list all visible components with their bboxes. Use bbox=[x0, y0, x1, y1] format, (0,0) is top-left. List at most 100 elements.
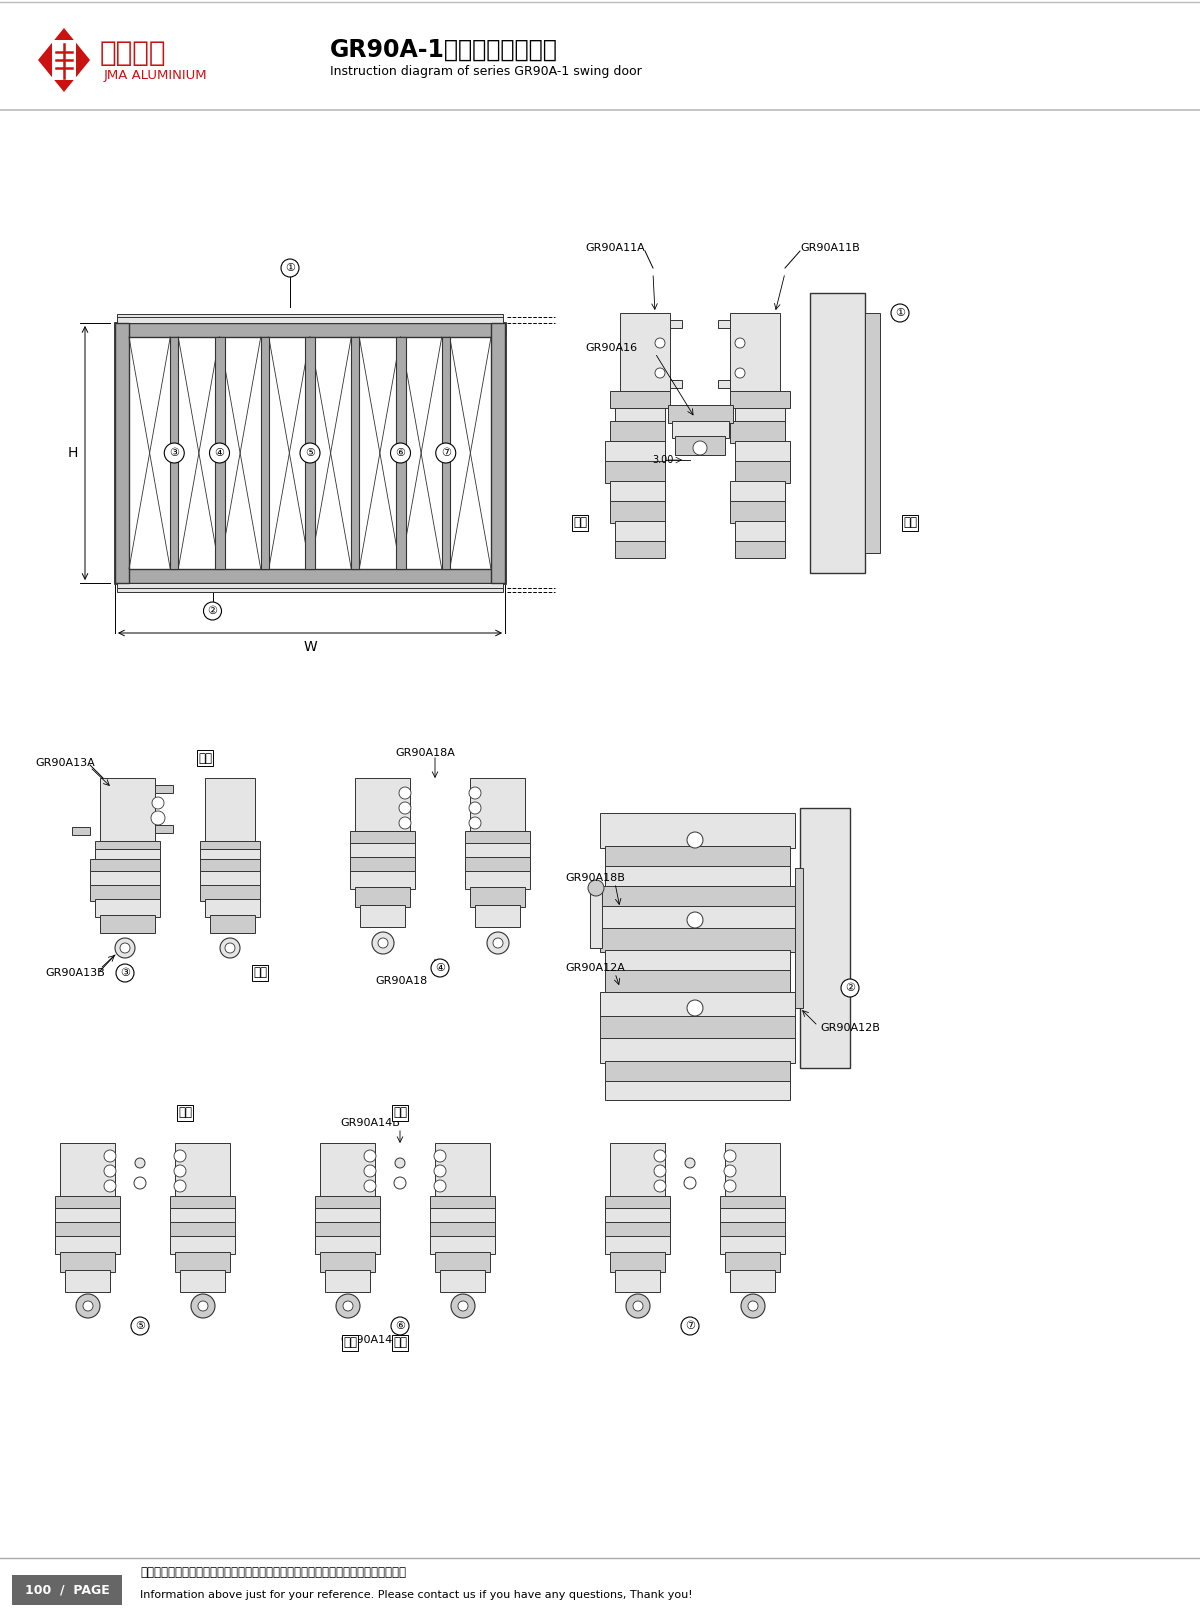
Bar bbox=[466, 857, 530, 873]
Bar bbox=[672, 420, 730, 438]
Bar bbox=[600, 992, 796, 1018]
Bar bbox=[392, 1105, 408, 1121]
Circle shape bbox=[336, 1294, 360, 1318]
Text: GR90A18A: GR90A18A bbox=[395, 748, 455, 758]
Circle shape bbox=[487, 932, 509, 954]
Bar bbox=[0, 84, 1200, 88]
Bar bbox=[95, 899, 160, 917]
Bar bbox=[0, 0, 1200, 110]
Text: 图中所示型材截面、装配、编号、尺寸及重量仅供参考。如有疑问，请向本公司查询。: 图中所示型材截面、装配、编号、尺寸及重量仅供参考。如有疑问，请向本公司查询。 bbox=[140, 1566, 406, 1579]
Text: ⑦: ⑦ bbox=[440, 448, 451, 458]
Bar bbox=[205, 777, 256, 842]
Circle shape bbox=[626, 1294, 650, 1318]
Text: 室外: 室外 bbox=[904, 516, 917, 529]
Text: ②: ② bbox=[845, 984, 854, 993]
Circle shape bbox=[391, 1316, 409, 1336]
Bar bbox=[350, 842, 415, 859]
Bar bbox=[0, 29, 1200, 32]
Bar bbox=[200, 859, 260, 873]
Bar bbox=[600, 886, 796, 907]
Text: ⑤: ⑤ bbox=[134, 1321, 145, 1331]
Circle shape bbox=[724, 1151, 736, 1162]
Bar bbox=[720, 1222, 785, 1238]
Bar bbox=[320, 1251, 374, 1272]
Bar bbox=[620, 313, 670, 393]
Text: ⑦: ⑦ bbox=[685, 1321, 695, 1331]
Circle shape bbox=[469, 802, 481, 815]
Bar bbox=[0, 65, 1200, 67]
Text: Information above just for your reference. Please contact us if you have any que: Information above just for your referenc… bbox=[140, 1591, 692, 1600]
Bar bbox=[668, 406, 733, 424]
Bar bbox=[0, 50, 1200, 52]
Bar bbox=[55, 1237, 120, 1255]
Bar bbox=[0, 75, 1200, 76]
Bar bbox=[605, 1196, 670, 1211]
Bar bbox=[72, 828, 90, 834]
Circle shape bbox=[115, 938, 134, 958]
Circle shape bbox=[343, 1302, 353, 1311]
Bar bbox=[734, 441, 790, 463]
Bar bbox=[902, 514, 918, 531]
Bar bbox=[800, 808, 850, 1068]
Bar bbox=[718, 380, 730, 388]
Bar bbox=[180, 1271, 226, 1292]
Bar bbox=[734, 461, 790, 484]
Bar bbox=[314, 1222, 380, 1238]
Text: GR90A12B: GR90A12B bbox=[820, 1022, 880, 1032]
Circle shape bbox=[655, 338, 665, 347]
Circle shape bbox=[372, 932, 394, 954]
Text: GR90A18B: GR90A18B bbox=[565, 873, 625, 883]
Bar bbox=[90, 872, 160, 888]
Bar bbox=[170, 1222, 235, 1238]
Bar bbox=[200, 849, 260, 860]
Text: 室外: 室外 bbox=[343, 1336, 358, 1349]
Bar bbox=[674, 437, 725, 454]
Bar bbox=[730, 313, 780, 393]
Text: 室内: 室内 bbox=[178, 1107, 192, 1120]
Text: 3.00: 3.00 bbox=[652, 454, 673, 466]
Circle shape bbox=[281, 260, 299, 278]
Bar bbox=[0, 1558, 1200, 1623]
Bar bbox=[0, 80, 1200, 83]
Bar bbox=[0, 15, 1200, 16]
Bar bbox=[865, 313, 880, 553]
Circle shape bbox=[694, 441, 707, 454]
Bar bbox=[0, 19, 1200, 23]
Circle shape bbox=[152, 797, 164, 808]
Circle shape bbox=[654, 1180, 666, 1191]
Text: ④: ④ bbox=[436, 962, 445, 974]
Bar bbox=[350, 831, 415, 846]
Text: 坚美铝业: 坚美铝业 bbox=[100, 39, 167, 67]
Bar bbox=[115, 323, 130, 583]
Bar bbox=[118, 583, 503, 588]
Text: GR90A14B: GR90A14B bbox=[340, 1118, 400, 1128]
Bar bbox=[155, 786, 173, 794]
Bar bbox=[55, 1196, 120, 1211]
Circle shape bbox=[724, 1165, 736, 1177]
Text: ④: ④ bbox=[215, 448, 224, 458]
Bar bbox=[440, 1271, 485, 1292]
Circle shape bbox=[364, 1180, 376, 1191]
Bar bbox=[470, 888, 526, 907]
Circle shape bbox=[151, 812, 166, 824]
Bar bbox=[95, 849, 160, 860]
Bar bbox=[175, 1143, 230, 1198]
Bar bbox=[605, 441, 665, 463]
Bar bbox=[730, 420, 785, 443]
Circle shape bbox=[131, 1316, 149, 1336]
Text: 100  /  PAGE: 100 / PAGE bbox=[25, 1584, 109, 1597]
Text: 室外: 室外 bbox=[394, 1336, 407, 1349]
Bar bbox=[720, 1208, 785, 1224]
Bar bbox=[314, 1208, 380, 1224]
Bar bbox=[355, 888, 410, 907]
Bar bbox=[118, 313, 503, 316]
Bar bbox=[430, 1208, 496, 1224]
Bar bbox=[170, 338, 179, 570]
Text: 室内: 室内 bbox=[198, 751, 212, 764]
Text: JMA ALUMINIUM: JMA ALUMINIUM bbox=[104, 68, 208, 81]
Text: GR90A13B: GR90A13B bbox=[46, 967, 104, 979]
Text: GR90A-1系列折叠门结构图: GR90A-1系列折叠门结构图 bbox=[330, 37, 558, 62]
Bar bbox=[392, 1336, 408, 1350]
Bar bbox=[60, 1143, 115, 1198]
Bar bbox=[442, 338, 450, 570]
